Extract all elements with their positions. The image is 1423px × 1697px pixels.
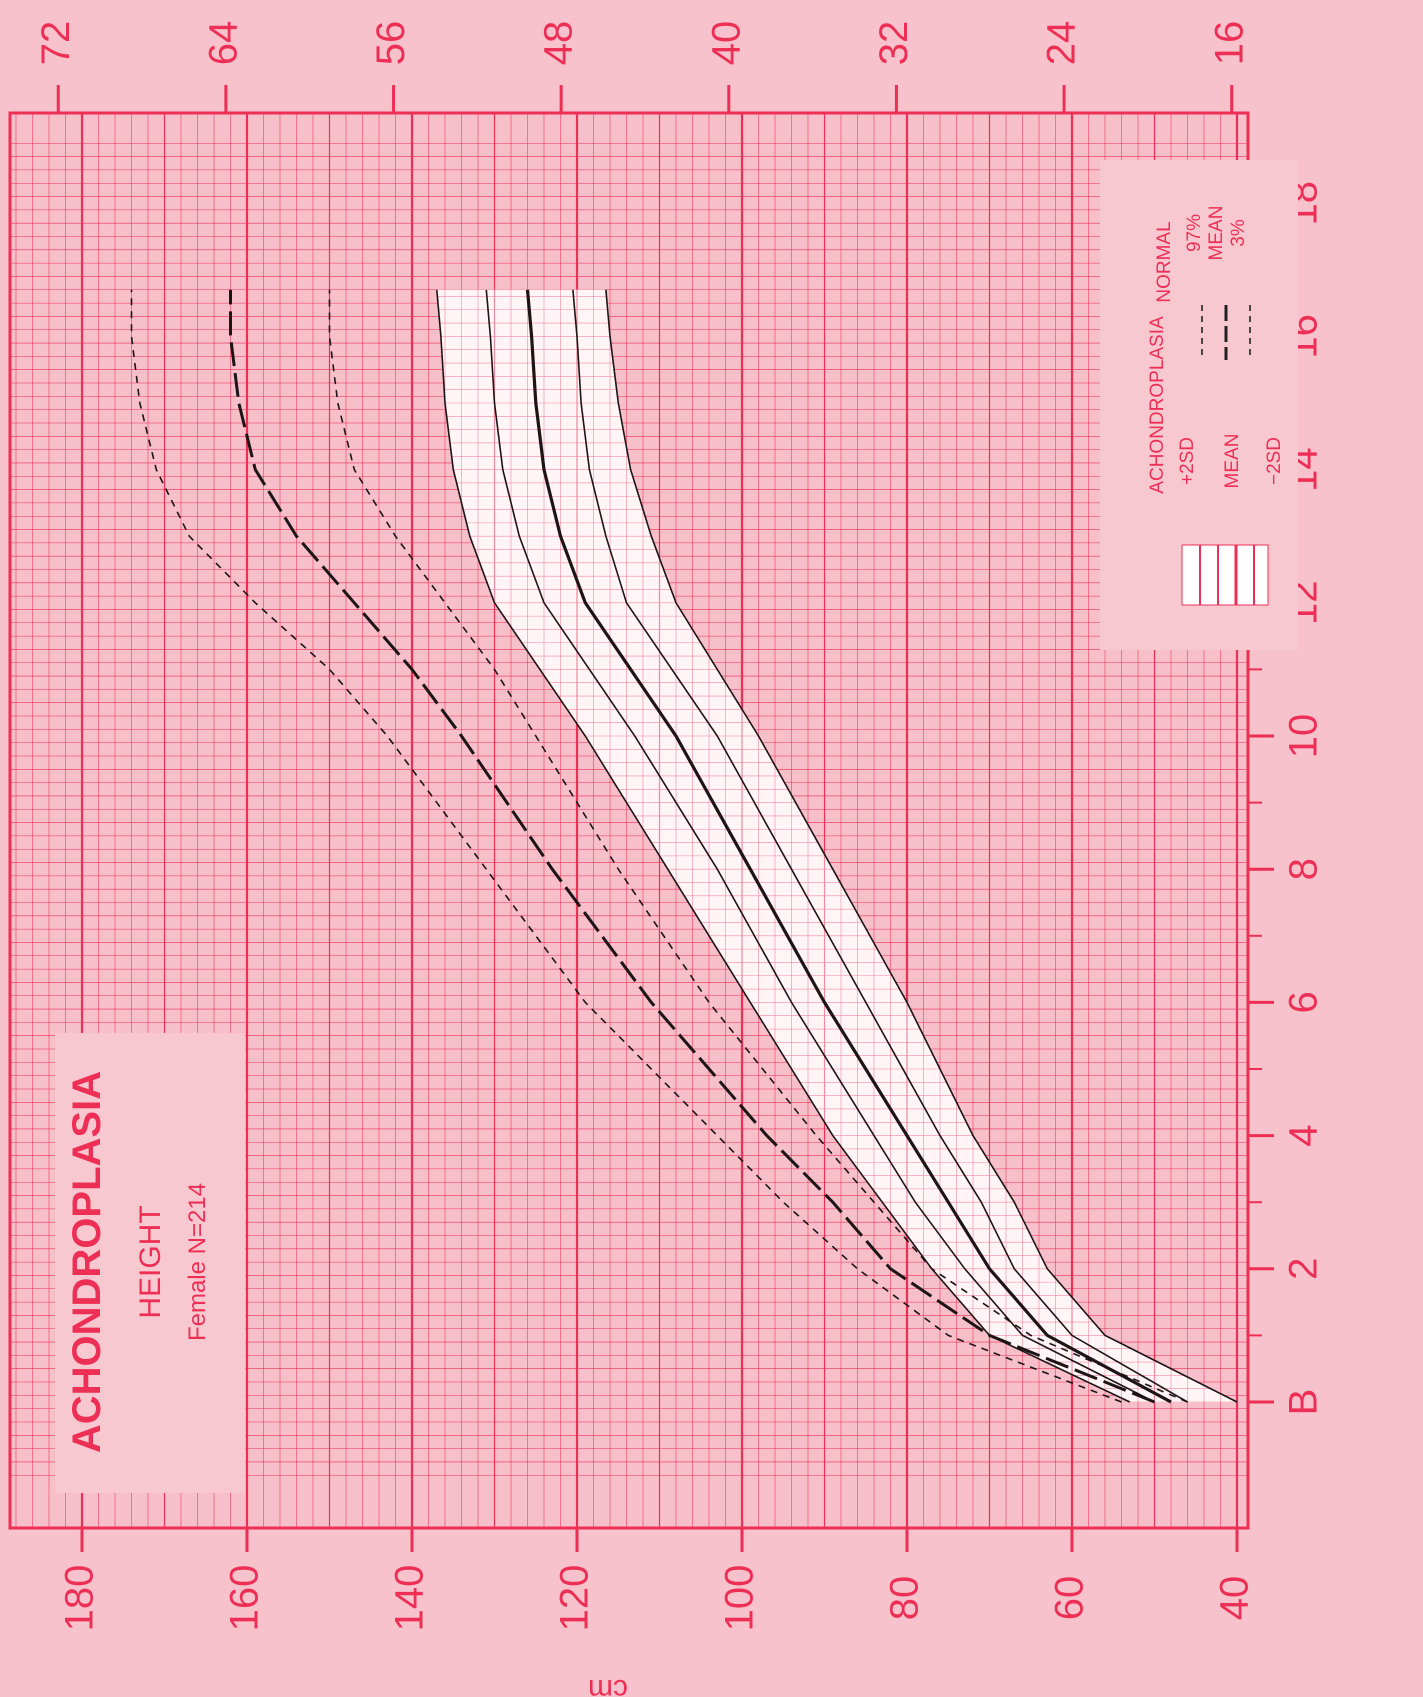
series-line-achondroplasia-3 [572,289,1188,1403]
age-tick-label: 4 [1282,1124,1326,1146]
cm-tick-label: 160 [223,1565,267,1632]
title-box: ACHONDROPLASIA HEIGHT Female N=214 [55,1033,245,1493]
chart-subtitle: HEIGHT [134,1205,167,1318]
inch-tick-label: 72 [34,21,78,66]
chart-title: ACHONDROPLASIA [65,1071,109,1453]
cm-tick-label: 80 [883,1576,927,1621]
legend-achon-item-2: MEAN [1222,434,1243,489]
series-line-achondroplasia-4 [605,289,1238,1403]
series-line-normal-5 [130,289,1122,1403]
age-tick-label: 10 [1282,714,1326,759]
legend-achon-item-1: +2SD [1177,437,1198,485]
age-tick-label: 6 [1282,991,1326,1013]
legend-achon-item-3: −2SD [1264,437,1285,485]
inch-tick-label: 48 [537,21,581,66]
cm-tick-label: 40 [1213,1576,1257,1621]
series-line-achondroplasia-0 [436,289,1131,1403]
cm-tick-label: 60 [1048,1576,1092,1621]
legend-normal-header: NORMAL [1154,221,1175,302]
cm-tick-label: 180 [58,1565,102,1632]
band-fill [436,289,1237,1402]
series-lines [130,289,1238,1404]
legend-normal-item-2: MEAN [1206,206,1227,261]
series-line-achondroplasia-2 [525,289,1172,1404]
inch-tick-label: 32 [872,21,916,66]
age-tick-label: 2 [1282,1258,1326,1280]
age-tick-label: B [1282,1389,1326,1416]
legend: ACHONDROPLASIA NORMAL +2SD MEAN −2SD 97%… [1100,160,1298,650]
legend-normal-item-3: 3% [1228,219,1249,247]
legend-achondroplasia-header: ACHONDROPLASIA [1147,316,1168,494]
series-line-normal-7 [328,289,1188,1403]
inch-tick-label: 56 [369,21,413,66]
inch-tick-label: 24 [1040,21,1084,66]
age-tick-label: 8 [1282,858,1326,880]
cm-tick-label: 140 [388,1565,432,1632]
series-line-achondroplasia-1 [485,289,1155,1403]
title-box-bg [55,1033,245,1493]
inch-tick-label: 64 [201,21,245,66]
y-axis-unit-label: cm [588,1673,628,1697]
cm-tick-label: 100 [718,1565,762,1632]
cm-tick-label: 120 [553,1565,597,1632]
inch-tick-label: 40 [704,21,748,66]
inch-tick-label: 16 [1207,21,1251,66]
series-line-normal-6 [229,289,1156,1404]
chart-subtitle-2: Female N=214 [184,1183,211,1341]
legend-normal-item-1: 97% [1184,214,1205,252]
legend-band-swatch [1181,544,1269,606]
